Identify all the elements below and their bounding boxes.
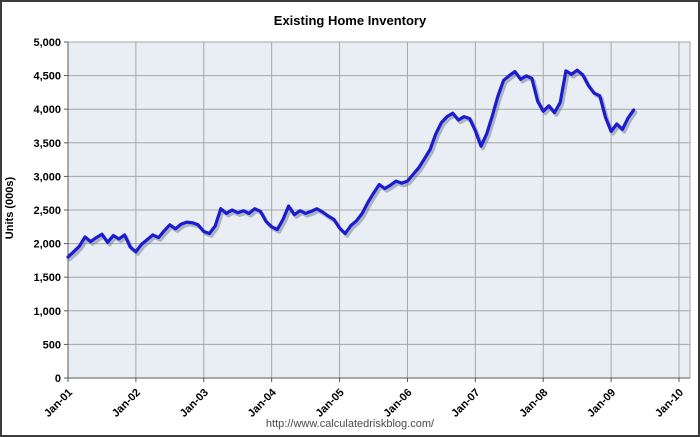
x-tick-label: Jan-05 <box>314 387 347 420</box>
y-tick-label: 1,000 <box>33 306 61 318</box>
y-tick-label: 4,000 <box>33 104 61 116</box>
x-tick-label: Jan-04 <box>246 386 280 420</box>
x-tick-label: Jan-08 <box>517 387 550 420</box>
x-tick-label: Jan-10 <box>653 387 686 420</box>
y-tick-label: 5,000 <box>33 37 61 49</box>
inventory-line <box>66 68 636 259</box>
x-tick-label: Jan-09 <box>585 387 618 420</box>
axes <box>64 41 690 382</box>
y-tick-label: 3,000 <box>33 171 61 183</box>
x-tick-label: Jan-07 <box>449 387 482 420</box>
y-tick-label: 2,000 <box>33 239 61 251</box>
x-tick-label: Jan-06 <box>381 387 414 420</box>
chart-title: Existing Home Inventory <box>273 13 427 28</box>
y-tick-label: 2,500 <box>33 205 61 217</box>
footer-link[interactable]: http://www.calculatedriskblog.com/ <box>265 418 435 430</box>
x-tick-label: Jan-03 <box>178 387 211 420</box>
x-tick-label: Jan-02 <box>110 387 143 420</box>
y-tick-label: 4,500 <box>33 71 61 83</box>
y-tick-label: 0 <box>55 373 61 385</box>
x-tick-label: Jan-01 <box>42 387 75 420</box>
y-tick-labels: 0 500 1,000 1,500 2,000 2,500 3,000 3,500 4,000 4… <box>33 37 61 385</box>
y-tick-label: 500 <box>43 339 61 351</box>
x-tick-labels: Jan-01 Jan-02 Jan-03 Jan-04 Jan-05 Jan-06 Jan-… <box>42 386 686 420</box>
y-tick-label: 1,500 <box>33 272 61 284</box>
y-tick-label: 3,500 <box>33 138 61 150</box>
gridlines <box>67 41 691 379</box>
